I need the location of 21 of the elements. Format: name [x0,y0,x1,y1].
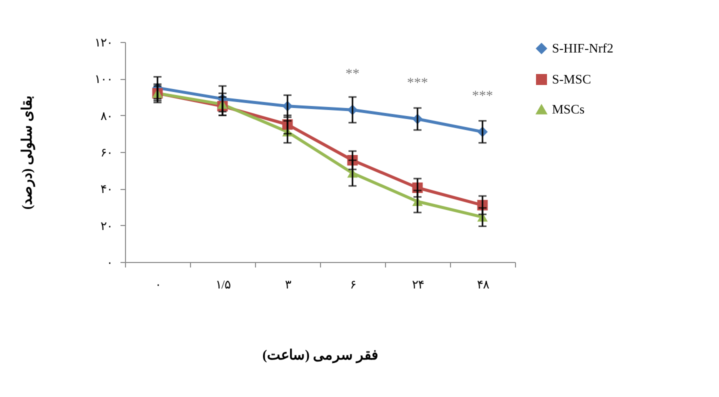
x-tick-label: ۶ [350,278,356,292]
annotation: ** [346,66,360,82]
x-tick-label: ۱/۵ [215,278,231,292]
annotation: *** [407,76,428,91]
y-tick-label: ۲۰ [100,218,112,233]
legend-label: MSCs [552,102,585,116]
y-tick-label: ۱۲۰ [94,36,112,50]
y-tick-label: ۱۰۰ [94,72,112,86]
x-tick-label: ۳ [285,278,292,292]
y-axis-title: بقای سلولی (درصد) [20,95,36,210]
x-tick-label: ۲۴ [412,278,424,292]
annotation: *** [472,88,493,104]
legend-label: S-MSC [552,72,592,86]
x-tick-label: ۴۸ [477,278,490,292]
legend-label: S-HIF-Nrf2 [552,40,614,56]
y-tick-label: ۸۰ [100,108,112,123]
x-axis-title: فقر سرمی (ساعت) [262,348,379,364]
y-tick-label: ۰ [106,256,112,270]
y-tick-label: ۶۰ [100,146,112,160]
y-tick-label: ۴۰ [100,182,112,196]
x-tick-label: ۰ [155,278,161,292]
